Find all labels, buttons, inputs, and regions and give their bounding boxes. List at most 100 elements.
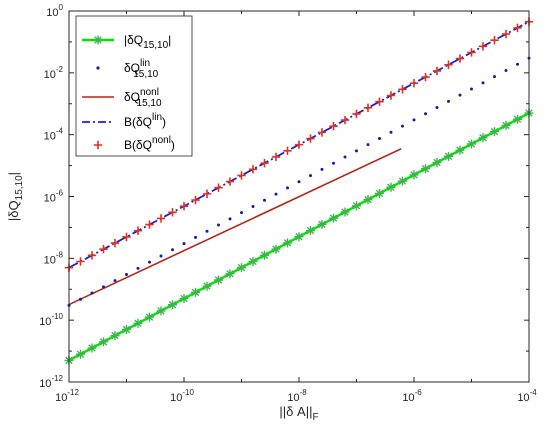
series-bound-nonl-marker [179, 201, 189, 211]
y-tick-label: 10-8 [44, 250, 64, 266]
series-abs-dq-marker [225, 269, 235, 279]
series-abs-dq-marker [99, 337, 108, 347]
y-tick-base: 10 [44, 131, 56, 143]
series-dq-lin-point [516, 62, 519, 66]
series-dq-lin-point [136, 266, 140, 270]
series-dq-lin-point [504, 68, 508, 72]
series-abs-dq-marker [352, 201, 361, 211]
series-bound-nonl-marker [191, 195, 200, 205]
y-axis-label-end: | [6, 172, 21, 175]
series-bound-nonl-marker [145, 220, 154, 229]
plot-area [64, 17, 534, 365]
series-abs-dq-marker [398, 176, 407, 186]
x-axis-label: ||δ A||F [279, 404, 318, 423]
legend-label: B(δQlin) [124, 112, 166, 129]
legend-label-part: B(δQ [124, 138, 152, 152]
series-abs-dq-marker [271, 244, 281, 254]
y-tick-exp: -6 [56, 189, 64, 198]
y-tick-label: 100 [46, 3, 63, 19]
series-dq-lin-point [171, 248, 174, 252]
series-dq-lin-point [263, 198, 266, 202]
series-bound-nonl-marker [490, 35, 499, 45]
series-bound-nonl-marker [421, 72, 430, 82]
series-abs-dq-marker [179, 294, 189, 304]
series-bound-nonl-marker [214, 183, 223, 192]
series-abs-dq-marker [133, 318, 143, 328]
series-abs-dq-marker [363, 195, 373, 205]
series-bound-nonl-marker [501, 29, 511, 39]
x-tick-exp: -6 [415, 388, 423, 397]
series-abs-dq-marker [145, 312, 154, 322]
series-abs-dq-marker [317, 219, 327, 229]
x-tick-base: 10 [402, 392, 414, 404]
x-tick-label: 10-8 [287, 388, 307, 404]
legend-label: δQnonl 15,10 [124, 87, 162, 109]
series-abs-dq-marker [110, 331, 120, 341]
series-dq-lin-point [148, 260, 151, 264]
series-abs-dq-marker [283, 238, 292, 248]
series-dq-lin-point [481, 81, 485, 85]
series-bound-nonl-marker [260, 158, 269, 168]
series-abs-dq-marker [156, 306, 166, 316]
series-dq-lin-point [401, 124, 404, 128]
legend-label-part: ) [171, 138, 175, 152]
y-tick-exp: -4 [56, 127, 64, 136]
x-tick-label: 10-10 [170, 388, 194, 404]
series-dq-lin-point [228, 217, 232, 221]
x-tick-base: 10 [287, 392, 299, 404]
axis-ticks: 10-12 10-10 10-8 10-6 10-410-1210-1010-810-6… [39, 3, 537, 404]
x-axis-label-sub: F [312, 412, 318, 423]
y-axis-label-sub: 15,10 [14, 175, 25, 200]
series-dq-lin-point [182, 242, 186, 246]
legend-label-part: 15,10 [137, 98, 162, 109]
y-tick-label: 10-2 [44, 65, 64, 81]
x-tick-label: 10-6 [402, 388, 422, 404]
legend-label-part: B(δQ [124, 115, 152, 129]
series-dq-lin-point [343, 155, 347, 159]
series-dq-lin-point [251, 204, 255, 208]
series-bound-nonl-marker [76, 257, 85, 266]
series-bound-nonl-marker [444, 60, 453, 69]
series-dq-lin-point [493, 75, 496, 79]
series-bound-nonl-marker [306, 134, 315, 143]
series-dq-lin-point [424, 112, 427, 116]
series-dq-lin-point [435, 106, 439, 110]
series-dq-lin-point [194, 235, 197, 239]
series-dq-lin-point [389, 130, 393, 134]
series-abs-dq-marker [467, 139, 476, 149]
legend-label-part: nonl [152, 135, 171, 146]
legend-label: |δQ15,10| [124, 33, 171, 51]
x-axis-label-main: ||δ A|| [279, 404, 312, 419]
series-abs-dq-marker [329, 213, 338, 223]
series-bound-nonl-marker [352, 109, 361, 119]
y-tick-base: 10 [44, 254, 56, 266]
series-dq-lin-point [332, 161, 335, 165]
series-abs-dq-marker [87, 343, 97, 353]
series-bound-nonl-marker [122, 232, 131, 242]
series-abs-dq-marker [168, 300, 177, 310]
series-abs-dq-marker [421, 164, 430, 174]
series-dq-lin-point [286, 186, 289, 190]
series-dq-lin-point [113, 279, 117, 283]
series-abs-dq-marker [294, 232, 304, 242]
series-bound-nonl-marker [133, 226, 143, 235]
series-bound-nonl-marker [467, 48, 476, 57]
y-tick-label: 10-4 [44, 127, 64, 143]
legend-label: δQlin 15,10 [124, 58, 159, 80]
y-tick-exp: -12 [51, 374, 63, 383]
series-dq-lin-point [297, 180, 301, 184]
y-tick-base: 10 [44, 69, 56, 81]
series-bound-nonl-marker [248, 165, 258, 174]
x-tick-base: 10 [55, 392, 67, 404]
series-bound-nonl-marker [409, 79, 419, 88]
x-tick-exp: -12 [67, 388, 79, 397]
x-tick-exp: -4 [530, 388, 538, 397]
series-dq-lin-point [240, 211, 243, 215]
x-tick-exp: -10 [182, 388, 194, 397]
series-bound-nonl-marker [225, 177, 235, 186]
y-tick-exp: -2 [56, 65, 64, 74]
y-axis-label-main: |δQ [6, 200, 21, 221]
series-dq-lin-point [79, 297, 82, 301]
legend-label-part: |δQ [124, 33, 143, 47]
